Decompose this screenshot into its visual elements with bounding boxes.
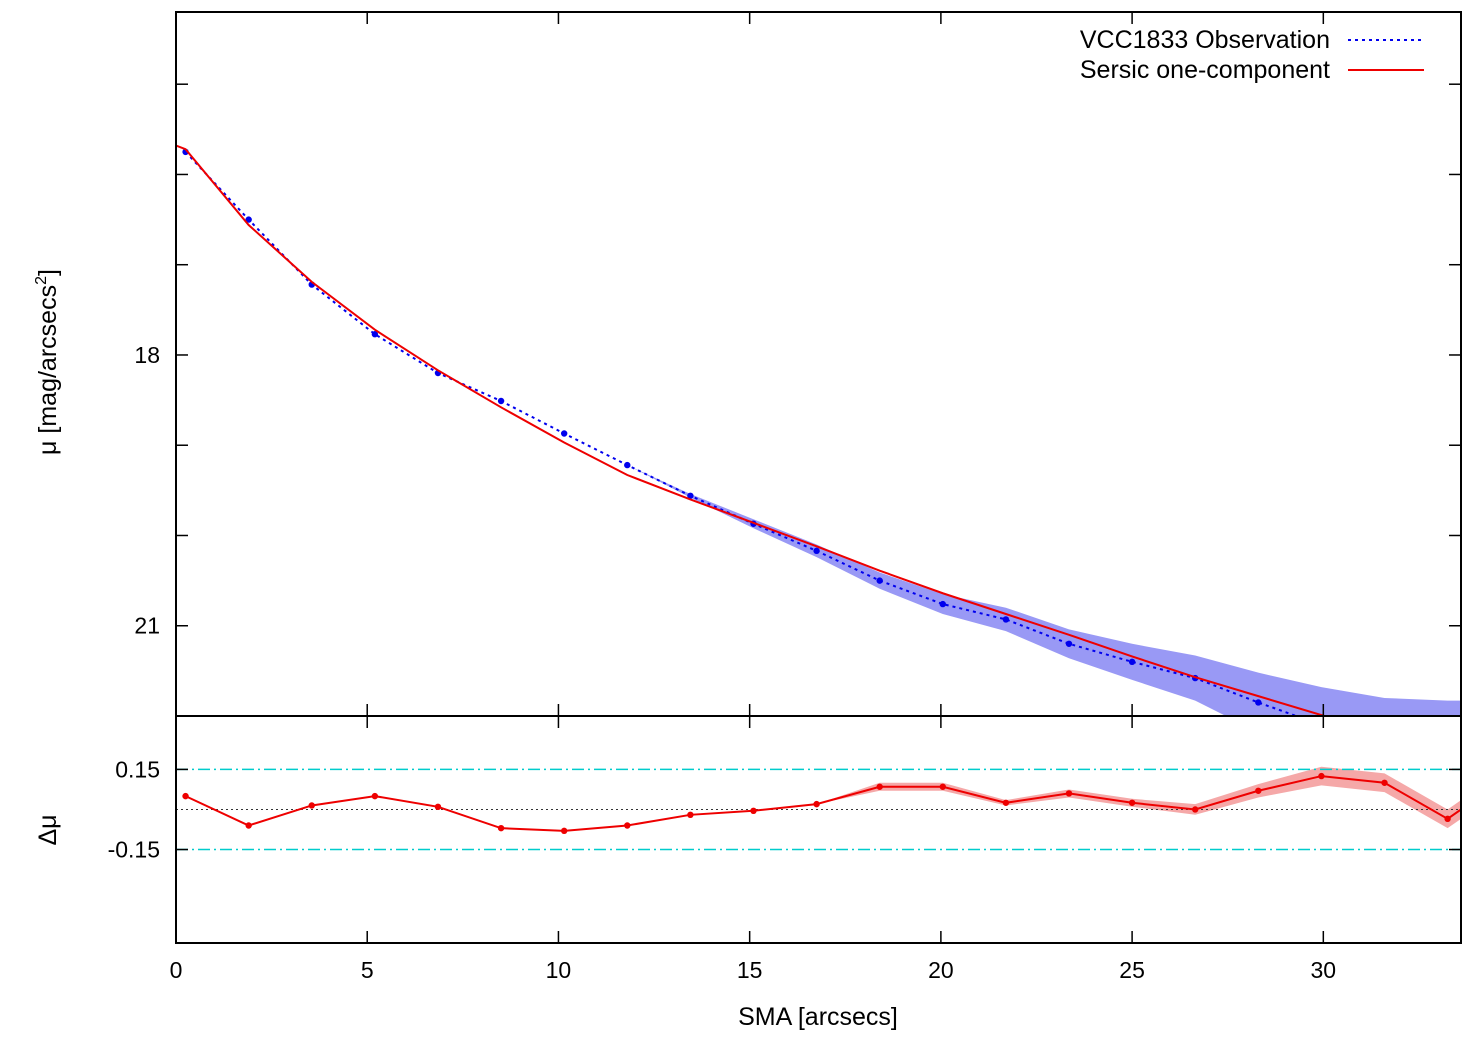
residual-point [245, 822, 252, 829]
residual-point [1128, 799, 1136, 806]
legend: VCC1833 Observation Sersic one-component [1080, 26, 1424, 84]
y-tick-label: 21 [134, 613, 160, 639]
residual-point [1065, 790, 1073, 797]
residual-line [185, 775, 1461, 832]
legend-label-sersic: Sersic one-component [1080, 56, 1330, 84]
residual-point [497, 824, 505, 832]
residual-point [624, 822, 631, 829]
observation-band-area [185, 151, 1461, 716]
observation-point [624, 461, 631, 469]
residual-point [750, 807, 757, 815]
x-tick-label: 15 [737, 957, 763, 983]
residual-point [813, 800, 820, 808]
residual-point [371, 792, 379, 800]
plot-frames [175, 11, 1462, 944]
tick-labels: 18 21 0.15 -0.15 0 5 10 15 20 25 30 [108, 342, 1337, 983]
observation-point [1255, 699, 1262, 706]
observation-point [1444, 744, 1450, 750]
sersic-model-line [176, 144, 1328, 716]
legend-label-observation: VCC1833 Observation [1080, 26, 1330, 54]
observation-point [876, 577, 883, 584]
x-tick-label: 20 [928, 957, 954, 983]
observation-error-band [185, 151, 1461, 716]
observation-point [813, 547, 820, 555]
observation-point [1065, 640, 1073, 647]
observation-point [560, 430, 568, 437]
x-axis-title: SMA [arcsecs] [738, 1003, 898, 1031]
observation-point [687, 492, 694, 499]
observation-point [939, 600, 946, 608]
y-axis-title-close: ] [34, 269, 62, 276]
residual-band-area [185, 766, 1461, 831]
x-tick-label: 25 [1119, 957, 1145, 983]
series-layer [176, 144, 1461, 835]
x-tick-label: 0 [170, 957, 183, 983]
residual-point [1002, 799, 1010, 806]
residual-y-tick-label: -0.15 [108, 837, 160, 863]
x-tick-label: 10 [546, 957, 572, 983]
observation-point [497, 397, 505, 405]
y-axis-title-residual: Δμ [34, 814, 62, 845]
observation-line [184, 151, 1300, 716]
residual-y-tick-label: 0.15 [115, 756, 160, 782]
x-tick-label: 5 [361, 957, 374, 983]
residual-point [1192, 806, 1199, 813]
observation-point [245, 216, 252, 223]
y-axis-title-top: μ [mag/arcsecs2] [33, 269, 62, 455]
bottom-panel-frame [175, 715, 1462, 944]
axis-ticks [175, 12, 1461, 943]
residual-point [687, 811, 694, 819]
y-tick-label: 18 [134, 342, 160, 368]
observation-point [1002, 616, 1010, 623]
residual-point [1444, 815, 1451, 823]
observation-point [371, 331, 379, 338]
residual-point [876, 783, 883, 790]
observation-point [1128, 658, 1136, 666]
residual-reference-lines [176, 768, 1461, 851]
observation-point [1381, 738, 1387, 744]
residual-point [434, 803, 442, 810]
residual-point [182, 792, 189, 800]
residual-point [1255, 787, 1262, 794]
residual-error-band [185, 766, 1461, 831]
y-axis-title-superscript: 2 [33, 276, 50, 285]
residual-point [1381, 779, 1388, 786]
y-axis-title-main: μ [mag/arcsecs [34, 285, 62, 455]
top-panel-frame [175, 11, 1462, 717]
residual-point [939, 783, 946, 790]
residual-point [560, 827, 568, 835]
residual-point [1318, 772, 1325, 780]
x-tick-label: 30 [1311, 957, 1337, 983]
residual-point [308, 802, 315, 809]
